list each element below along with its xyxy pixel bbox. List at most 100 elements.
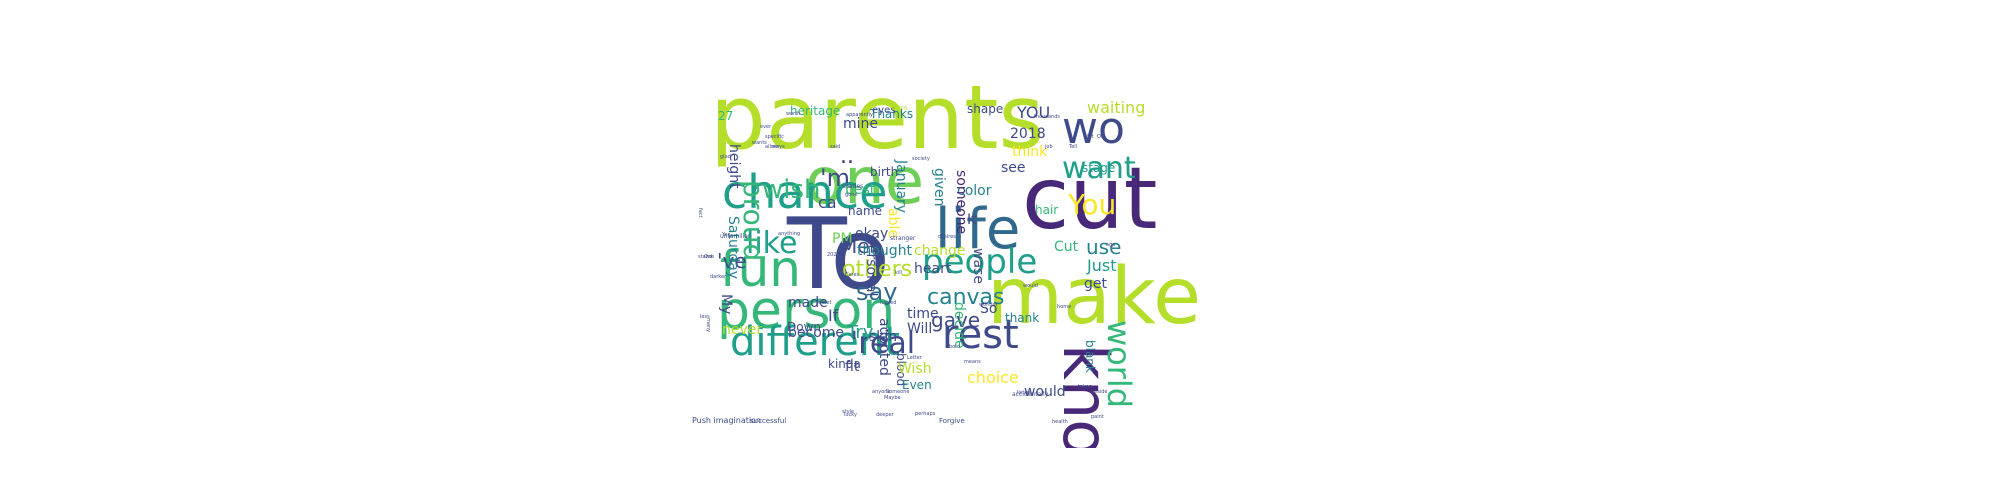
word-cloud-word: never <box>722 322 762 338</box>
word-cloud-word: chance <box>722 165 887 219</box>
word-cloud-word: Cut <box>1054 239 1079 255</box>
word-cloud-word: skin <box>869 329 897 345</box>
word-cloud-word: Will <box>907 321 932 337</box>
word-cloud-word: thought <box>857 243 913 259</box>
word-cloud-word: bold <box>949 344 960 350</box>
word-cloud-word: deeper <box>876 412 895 418</box>
word-cloud-word: Just <box>1086 256 1116 275</box>
word-cloud-word: desires <box>938 234 956 240</box>
word-cloud-word: stage <box>1082 161 1115 175</box>
word-cloud-word: Even <box>902 378 932 392</box>
word-cloud-word: Cares <box>845 272 860 278</box>
word-cloud-word: wase <box>970 248 986 284</box>
word-cloud-word: health <box>1052 419 1068 425</box>
word-cloud-word: think <box>1012 144 1048 160</box>
word-cloud-word: Yes <box>721 232 730 238</box>
word-cloud-word: fact <box>697 208 703 218</box>
word-cloud-word: secret <box>816 300 831 306</box>
word-cloud-word: choice <box>967 368 1019 387</box>
word-cloud-word: given <box>931 168 947 207</box>
word-cloud-word: made <box>788 295 828 311</box>
word-cloud-word: color <box>957 183 992 199</box>
word-cloud-word: heritage <box>790 104 840 118</box>
word-cloud-word: glad <box>720 154 731 160</box>
word-cloud-word: eyes <box>872 105 895 116</box>
word-cloud-word: apparently <box>846 112 873 118</box>
word-cloud-word: ca <box>818 193 837 212</box>
word-cloud-word: name <box>848 204 882 218</box>
word-cloud-word: 2022 <box>827 252 840 258</box>
word-cloud-word: anyone <box>872 389 891 395</box>
word-cloud-word: Wish <box>898 361 932 377</box>
word-cloud-word: paint <box>1091 414 1104 420</box>
word-cloud-word: 'real <box>850 326 915 361</box>
word-cloud-word: YOU <box>1016 103 1050 122</box>
word-cloud-word: listen <box>1017 390 1031 396</box>
word-cloud-word: taken <box>1078 384 1092 390</box>
word-cloud-word: life <box>935 197 1020 262</box>
word-cloud-word: okay <box>855 226 888 242</box>
word-cloud-word: heart <box>914 261 952 277</box>
word-cloud-word: 27 <box>718 109 733 123</box>
word-cloud-word: like <box>746 226 797 261</box>
word-cloud-word: beside <box>1091 389 1108 395</box>
word-cloud-word: person <box>717 281 895 341</box>
word-cloud-word: 'm <box>820 164 850 192</box>
word-cloud-word: gone <box>845 192 857 198</box>
word-cloud-word: proud <box>737 180 770 261</box>
word-cloud-word: unfamiliar <box>720 233 751 240</box>
word-cloud-word: willing <box>891 105 907 111</box>
word-cloud-word: ways <box>772 144 785 150</box>
word-cloud-word: blood <box>894 353 908 386</box>
word-cloud-word: hatred <box>880 300 896 306</box>
word-cloud-word: Down <box>787 320 821 334</box>
word-cloud-word: So <box>980 301 997 317</box>
word-cloud-word: successful <box>750 417 786 425</box>
word-cloud-word: Maybe <box>884 395 901 401</box>
word-cloud-word: get <box>1084 276 1108 292</box>
word-cloud-word: personal <box>863 236 879 296</box>
word-cloud-word: lucky <box>844 412 857 418</box>
word-cloud-word: Letter <box>907 355 923 361</box>
word-cloud-word: know <box>1049 344 1122 448</box>
word-cloud-word: kill <box>895 270 902 276</box>
word-cloud-word: said <box>830 144 840 150</box>
word-cloud-word: blank <box>1083 340 1097 373</box>
word-cloud-word: use <box>1086 235 1121 259</box>
word-cloud-word: To <box>786 198 890 312</box>
word-cloud-word: birth <box>870 165 898 179</box>
word-cloud-word: Forgive <box>939 417 965 425</box>
word-cloud-word: PM <box>832 231 853 247</box>
word-cloud-word: world <box>1100 320 1138 408</box>
word-cloud-word: You <box>1067 188 1116 221</box>
word-cloud-word: mine <box>843 116 878 132</box>
word-cloud-word: say <box>856 278 897 306</box>
word-cloud-word: one <box>805 145 924 219</box>
word-cloud: parents To cut make one chance person life know f… <box>632 48 1373 448</box>
word-cloud-word: height <box>726 144 742 189</box>
word-cloud-word: hair <box>1035 203 1058 217</box>
word-cloud-word: darker <box>710 274 727 280</box>
word-cloud-word: bit <box>1087 134 1094 140</box>
word-cloud-word: accidentally <box>1012 391 1049 398</box>
word-cloud-word: change <box>914 243 966 259</box>
word-cloud-word: wonder <box>979 302 999 308</box>
word-cloud-word: perhaps <box>915 411 936 417</box>
word-cloud-word: job <box>1044 144 1053 150</box>
word-cloud-word: worth <box>786 111 800 117</box>
word-cloud-word: best <box>845 182 876 198</box>
word-cloud-word: fit <box>845 359 860 375</box>
word-cloud-word: others <box>842 257 912 282</box>
word-cloud-word: Ok <box>1097 134 1104 140</box>
word-cloud-word: home <box>1057 304 1071 310</box>
word-cloud-word: would <box>1024 384 1066 400</box>
word-cloud-word: waiting <box>1087 98 1145 117</box>
word-cloud-word: style <box>842 409 854 415</box>
word-cloud-word: adopted <box>876 318 892 376</box>
word-cloud-word: shape <box>967 102 1003 116</box>
word-cloud-word: Me <box>840 234 870 258</box>
word-cloud-word: society <box>912 156 930 162</box>
word-cloud-word: make <box>987 252 1201 342</box>
word-cloud-word: stand <box>698 254 712 260</box>
